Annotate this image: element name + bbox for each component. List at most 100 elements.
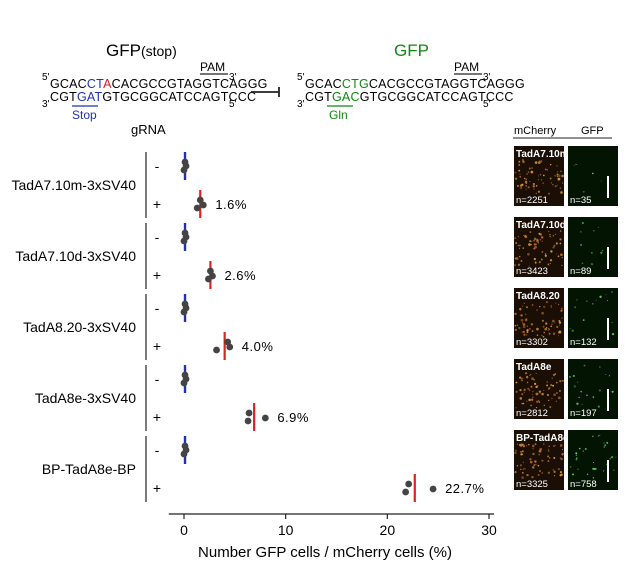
construct-2-plus-point-3	[209, 272, 216, 280]
seq-right-top-seg2: CTG	[342, 77, 369, 91]
seq-right-bottom-seg3: GTGCGGCATCCAGTCCC	[360, 90, 514, 104]
conversion-arrow	[251, 87, 280, 97]
seq-bottom-seg2: GAT	[77, 90, 103, 104]
schematic-right-top-strand: GCACCTGCACGCCGTAGGTCAGGG	[305, 77, 525, 91]
x-tick-label-2: 10	[278, 522, 294, 538]
construct-5-plus-point-3	[429, 485, 437, 493]
schematic-right-bottom-3prime: 3'	[297, 99, 305, 110]
schematic-left-top-3prime: 3'	[229, 72, 237, 83]
micrograph-2: TadA7.10d n=3423 n=89	[514, 217, 618, 277]
construct-5-minus-label: -	[155, 442, 160, 458]
x-tick-label-3: 20	[380, 522, 396, 538]
construct-4-minus-point-3	[180, 379, 188, 387]
construct-1-minus-point-3	[180, 166, 188, 174]
construct-5-percent-annotation: 22.7%	[445, 481, 484, 496]
micrograph-1-gfp-image	[568, 146, 618, 206]
construct-2-label: TadA7.10d-3xSV40	[15, 248, 136, 264]
micrograph-4-n-gfp: n=197	[570, 408, 597, 419]
schematic-left: GFP(stop) PAM 5' 3' GCACCTACACGCCGTAGGTC…	[42, 41, 267, 122]
micrograph-3-n-mcherry: n=3302	[516, 337, 548, 348]
micrograph-2-mcherry-image	[514, 217, 564, 277]
construct-1-plus-label: +	[153, 196, 161, 212]
chart: gRNA TadA7.10m-3xSV40 TadA7.10d-3xSV40 Tad…	[11, 122, 497, 561]
construct-3-label: TadA8.20-3xSV40	[23, 319, 136, 335]
schematic-right-bottom-strand: CGTGACGTGCGGCATCCAGTCCC	[305, 90, 514, 104]
schematic-left-bottom-strand: CGTGATGTGCGGCATCCAGTCCC	[50, 90, 256, 104]
micrograph-3-label: TadA8.20	[516, 291, 560, 302]
x-tick-label-1: 0	[180, 522, 188, 538]
micrograph-5-n-gfp: n=758	[570, 479, 597, 490]
x-tick-label-4: 30	[481, 522, 497, 538]
construct-4-label: TadA8e-3xSV40	[35, 390, 136, 406]
micrograph-2-n-mcherry: n=3423	[516, 266, 548, 277]
construct-3-plus-label: +	[153, 338, 161, 354]
micrograph-2-gfp-image	[568, 217, 618, 277]
micrographs: mCherry GFP TadA7.10m n=2251 n=35 TadA7.10d…	[513, 125, 618, 490]
construct-5-label: BP-TadA8e-BP	[42, 461, 136, 477]
schematic-left-title: GFP(stop)	[106, 41, 177, 60]
construct-4-plus-point-1	[244, 417, 252, 425]
schematic-right: GFP PAM 5' 3' GCACCTGCACGCCGTAGGTCAGGG 3…	[297, 41, 525, 122]
schematic-left-title-main: GFP	[106, 41, 141, 60]
construct-4-plus-label: +	[153, 409, 161, 425]
data-points	[180, 158, 437, 496]
schematic-left-top-5prime: 5'	[42, 72, 50, 83]
construct-3-plus-point-3	[226, 343, 234, 351]
schematic-left-bottom-3prime: 3'	[42, 99, 50, 110]
schematic-left-codon-label: Stop	[72, 108, 97, 122]
construct-1-label: TadA7.10m-3xSV40	[11, 177, 136, 193]
construct-3-plus-point-1	[213, 346, 220, 354]
seq-right-top-seg1: GCAC	[305, 77, 342, 91]
micrograph-5-label: BP-TadA8e	[516, 433, 569, 444]
construct-5-plus-label: +	[153, 480, 161, 496]
x-ticks: 0 10 20 30	[180, 514, 497, 538]
micrograph-3-gfp-image	[568, 288, 618, 348]
micrograph-3-mcherry-image	[514, 288, 564, 348]
schematic-right-top-5prime: 5'	[297, 72, 305, 83]
construct-1-plus-point-3	[199, 201, 207, 209]
schematic-right-codon-label: Gln	[329, 108, 348, 122]
construct-1-percent-annotation: 1.6%	[215, 197, 247, 212]
seq-right-bottom-seg2: GAC	[332, 90, 360, 104]
schematic-left-bottom-5prime: 5'	[229, 99, 237, 110]
construct-2-minus-point-3	[180, 237, 188, 245]
micrograph-4-mcherry-image	[514, 359, 564, 419]
micrograph-1: TadA7.10m n=2251 n=35	[514, 146, 618, 206]
seq-bottom-seg1: CGT	[50, 90, 77, 104]
micrograph-4-gfp-image	[568, 359, 618, 419]
micrograph-header-mcherry: mCherry	[514, 125, 557, 137]
micrograph-5-n-mcherry: n=3325	[516, 479, 548, 490]
construct-2-percent-annotation: 2.6%	[224, 268, 256, 283]
seq-bottom-seg3: GTGCGGCATCCAGTCCC	[102, 90, 256, 104]
micrograph-3-n-gfp: n=132	[570, 337, 597, 348]
seq-top-seg2: CTA	[87, 77, 112, 91]
micrograph-1-n-gfp: n=35	[570, 195, 591, 206]
construct-4-plus-point-2	[245, 409, 253, 417]
construct-3-minus-label: -	[155, 300, 160, 316]
construct-1-minus-label: -	[155, 158, 160, 174]
micrograph-4-label: TadA8e	[516, 362, 552, 373]
percent-annotations: 1.6% 2.6% 4.0% 6.9% 22.7%	[215, 197, 484, 496]
construct-3-percent-annotation: 4.0%	[242, 339, 274, 354]
construct-4-minus-label: -	[155, 371, 160, 387]
seq-top-seg1: GCAC	[50, 77, 87, 91]
micrograph-1-label: TadA7.10m	[516, 149, 569, 160]
construct-1-plus-point-2	[196, 196, 204, 204]
grna-sign-labels: - + - + - + - + - +	[153, 158, 161, 496]
construct-3-minus-point-3	[180, 308, 188, 316]
micrograph-1-n-mcherry: n=2251	[516, 195, 548, 206]
seq-top-seg2-t: T	[96, 77, 104, 91]
schematic-left-title-suffix: (stop)	[141, 43, 177, 59]
micrograph-2-n-gfp: n=89	[570, 266, 591, 277]
schematic-right-top-3prime: 3'	[483, 72, 491, 83]
construct-1-plus-point-1	[193, 204, 201, 212]
x-axis-label: Number GFP cells / mCherry cells (%)	[198, 544, 452, 561]
seq-right-top-seg3: CACGCCGTAGGTCAGGG	[369, 77, 525, 91]
construct-5-plus-point-1	[402, 488, 410, 496]
construct-4-percent-annotation: 6.9%	[277, 410, 309, 425]
y-group-label: gRNA	[131, 122, 166, 137]
micrograph-2-label: TadA7.10d	[516, 220, 566, 231]
schematic-right-pam: PAM	[454, 60, 479, 74]
